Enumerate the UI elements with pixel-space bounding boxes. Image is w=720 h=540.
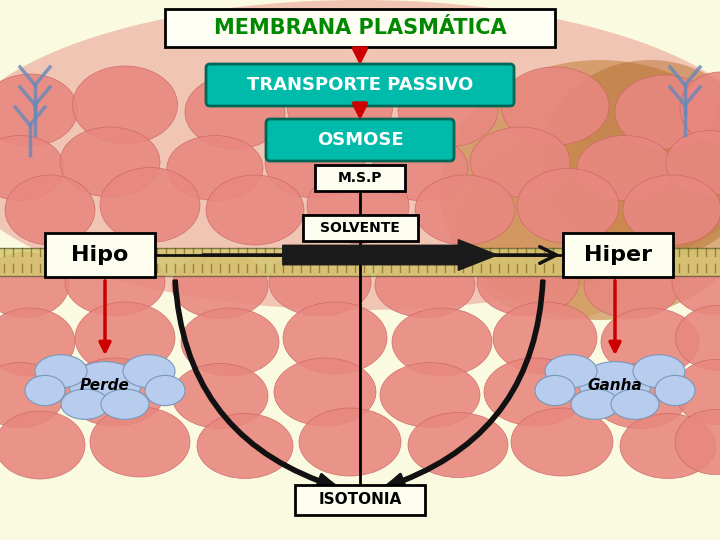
Bar: [165, 9, 555, 47]
Ellipse shape: [415, 175, 515, 245]
Ellipse shape: [511, 408, 613, 476]
Ellipse shape: [470, 127, 570, 197]
Text: Perde: Perde: [80, 377, 130, 393]
Ellipse shape: [584, 253, 680, 319]
Ellipse shape: [611, 389, 659, 420]
Ellipse shape: [90, 407, 190, 477]
Ellipse shape: [172, 363, 268, 429]
Text: OSMOSE: OSMOSE: [317, 131, 403, 149]
FancyArrowPatch shape: [174, 281, 338, 488]
Ellipse shape: [100, 167, 200, 242]
Ellipse shape: [392, 308, 492, 376]
Ellipse shape: [25, 375, 65, 406]
Text: Hiper: Hiper: [584, 245, 652, 265]
Ellipse shape: [672, 249, 720, 314]
Ellipse shape: [206, 175, 304, 245]
Ellipse shape: [287, 69, 392, 147]
Ellipse shape: [167, 136, 263, 200]
Ellipse shape: [60, 127, 160, 197]
Ellipse shape: [269, 248, 371, 316]
Ellipse shape: [540, 60, 720, 260]
Ellipse shape: [0, 0, 720, 310]
Ellipse shape: [545, 355, 597, 388]
Text: TRANSPORTE PASSIVO: TRANSPORTE PASSIVO: [247, 76, 473, 94]
Ellipse shape: [307, 168, 409, 244]
Ellipse shape: [601, 308, 699, 376]
Ellipse shape: [35, 355, 87, 388]
Text: SOLVENTE: SOLVENTE: [320, 221, 400, 235]
Ellipse shape: [5, 175, 95, 245]
Ellipse shape: [408, 413, 508, 477]
Ellipse shape: [440, 60, 720, 320]
Bar: [315, 165, 405, 191]
Ellipse shape: [501, 67, 609, 145]
Ellipse shape: [579, 362, 651, 408]
Ellipse shape: [123, 355, 175, 388]
Ellipse shape: [592, 363, 688, 429]
Ellipse shape: [145, 375, 185, 406]
Ellipse shape: [623, 175, 720, 245]
Ellipse shape: [517, 168, 619, 244]
Ellipse shape: [477, 248, 579, 316]
Ellipse shape: [666, 131, 720, 195]
Bar: [0, 248, 720, 276]
Ellipse shape: [620, 414, 716, 478]
Bar: [45, 233, 155, 277]
Ellipse shape: [69, 362, 141, 408]
Ellipse shape: [65, 248, 165, 316]
Ellipse shape: [0, 308, 75, 376]
Ellipse shape: [675, 306, 720, 370]
Ellipse shape: [299, 408, 401, 476]
Ellipse shape: [181, 308, 279, 376]
Ellipse shape: [172, 253, 268, 319]
Ellipse shape: [633, 355, 685, 388]
Ellipse shape: [675, 409, 720, 475]
Ellipse shape: [0, 362, 64, 428]
Ellipse shape: [493, 302, 597, 374]
Ellipse shape: [274, 358, 376, 426]
Ellipse shape: [0, 74, 78, 146]
Ellipse shape: [655, 375, 695, 406]
Ellipse shape: [484, 358, 586, 426]
Ellipse shape: [372, 136, 468, 200]
Ellipse shape: [73, 66, 178, 144]
Ellipse shape: [380, 362, 480, 428]
Ellipse shape: [375, 253, 475, 318]
Ellipse shape: [615, 75, 715, 149]
Ellipse shape: [185, 75, 285, 149]
Ellipse shape: [75, 302, 175, 374]
Ellipse shape: [283, 302, 387, 374]
Ellipse shape: [0, 136, 64, 200]
FancyBboxPatch shape: [266, 119, 454, 161]
Ellipse shape: [61, 389, 109, 420]
Ellipse shape: [197, 414, 293, 478]
Ellipse shape: [675, 360, 720, 424]
Bar: [563, 233, 673, 277]
FancyBboxPatch shape: [206, 64, 514, 106]
Bar: [295, 485, 425, 515]
Text: MEMBRANA PLASMÁTICA: MEMBRANA PLASMÁTICA: [214, 18, 506, 38]
Ellipse shape: [460, 140, 660, 320]
Ellipse shape: [0, 253, 69, 318]
Ellipse shape: [101, 389, 149, 420]
Ellipse shape: [0, 411, 85, 479]
Ellipse shape: [577, 136, 673, 200]
Ellipse shape: [265, 128, 365, 198]
Text: ISOTONIA: ISOTONIA: [318, 492, 402, 508]
Bar: [302, 215, 418, 241]
Text: Hipo: Hipo: [71, 245, 129, 265]
FancyArrowPatch shape: [384, 281, 544, 487]
FancyArrowPatch shape: [283, 240, 498, 271]
Ellipse shape: [65, 358, 165, 426]
Ellipse shape: [571, 389, 619, 420]
Text: Ganha: Ganha: [588, 377, 642, 393]
Ellipse shape: [398, 73, 498, 147]
Ellipse shape: [680, 72, 720, 144]
Ellipse shape: [535, 375, 575, 406]
Text: M.S.P: M.S.P: [338, 171, 382, 185]
